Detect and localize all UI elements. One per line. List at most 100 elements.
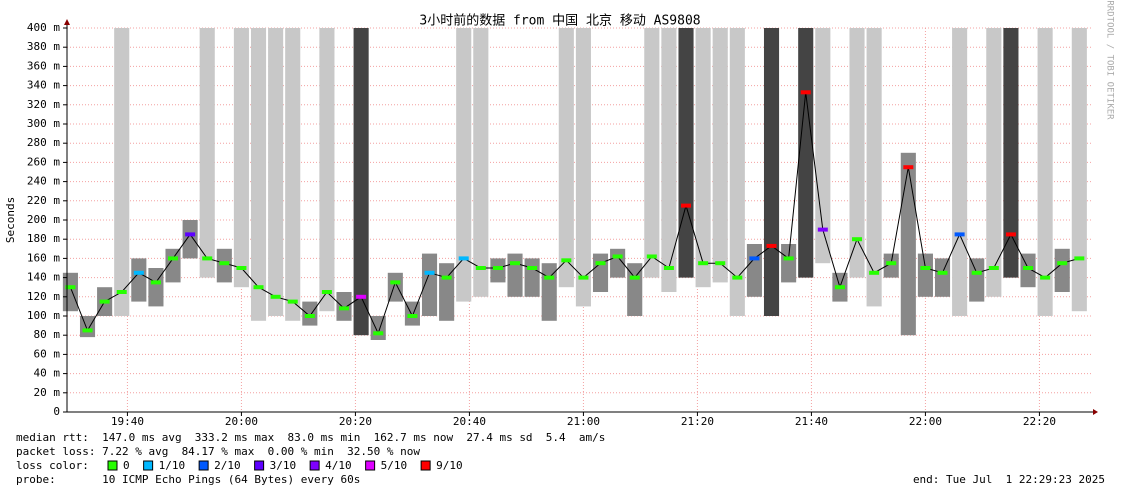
median-marker <box>1057 261 1068 266</box>
y-tick-label: 260 m <box>27 155 60 168</box>
smoke <box>866 28 882 307</box>
smoke <box>319 28 335 312</box>
median-marker <box>527 266 538 270</box>
legend-swatch <box>107 460 118 471</box>
smoke <box>507 253 523 297</box>
median-marker <box>903 165 914 170</box>
median-marker <box>715 261 726 266</box>
median-marker <box>817 227 828 232</box>
y-tick-label: 360 m <box>27 59 60 72</box>
median-marker <box>133 270 144 275</box>
median-marker <box>510 261 521 266</box>
smoke <box>900 152 916 336</box>
median-marker <box>698 261 709 266</box>
smoke <box>592 253 609 292</box>
median-marker <box>407 314 418 318</box>
median-marker <box>82 328 93 333</box>
median-marker <box>1074 256 1085 261</box>
median-marker <box>373 331 384 336</box>
median-marker <box>150 280 161 285</box>
legend-label: 3/10 <box>270 459 297 472</box>
median-marker <box>287 299 298 304</box>
smoke <box>695 28 711 288</box>
median-marker <box>612 254 623 259</box>
smoke <box>986 28 1002 297</box>
end-line: end: Tue Jul 1 22:29:23 2025 <box>913 473 1105 486</box>
median-marker <box>424 270 435 275</box>
median-marker <box>646 254 657 259</box>
median-marker <box>339 306 350 311</box>
legend-swatch <box>420 460 431 471</box>
smoke <box>815 28 831 264</box>
smoke <box>456 28 472 302</box>
median-marker <box>270 294 281 299</box>
smoke <box>199 28 215 278</box>
y-tick-label: 160 m <box>27 251 60 264</box>
median-marker <box>954 232 965 237</box>
median-marker <box>732 275 743 280</box>
smoke <box>678 28 694 278</box>
smoke <box>934 258 951 297</box>
x-arrow <box>1093 409 1098 415</box>
median-marker <box>663 266 674 270</box>
smoke <box>558 28 574 288</box>
median-marker <box>390 280 401 285</box>
median-marker <box>869 270 880 275</box>
median-marker <box>852 237 863 242</box>
smoke <box>781 244 797 283</box>
median-marker <box>356 294 367 299</box>
median-marker <box>561 258 572 263</box>
y-tick-label: 240 m <box>27 175 60 188</box>
median-marker <box>920 266 931 270</box>
smoke <box>62 272 78 312</box>
y-tick-label: 280 m <box>27 136 60 149</box>
legend-swatch <box>143 460 154 471</box>
median-marker <box>219 261 230 266</box>
smoke <box>114 28 130 316</box>
smoke <box>575 28 591 307</box>
smoke <box>421 253 438 316</box>
median-marker <box>441 275 452 280</box>
median-marker <box>834 285 845 290</box>
smoke <box>473 28 489 297</box>
smoke <box>233 28 249 288</box>
median-marker <box>304 314 315 318</box>
median-marker <box>65 285 76 290</box>
x-tick-label: 21:40 <box>795 415 828 428</box>
y-tick-label: 380 m <box>27 40 60 53</box>
side-label: RRDTOOL / TOBI OETIKER <box>1105 0 1115 120</box>
smoke <box>490 258 506 283</box>
probe-line: probe: 10 ICMP Echo Pings (64 Bytes) eve… <box>16 473 360 486</box>
legend-label: 9/10 <box>436 459 463 472</box>
y-tick-label: 80 m <box>34 328 61 341</box>
x-tick-label: 22:00 <box>909 415 942 428</box>
smoke <box>302 301 318 326</box>
median-marker <box>578 275 589 280</box>
y-tick-label: 20 m <box>34 386 61 399</box>
stats-line: median rtt: 147.0 ms avg 333.2 ms max 83… <box>16 431 605 444</box>
smoke <box>849 28 865 278</box>
median-marker <box>321 290 332 294</box>
y-tick-label: 340 m <box>27 79 60 92</box>
y-tick-label: 60 m <box>34 347 61 360</box>
median-marker <box>236 266 247 270</box>
median-marker <box>185 232 196 237</box>
y-tick-label: 300 m <box>27 117 60 130</box>
stats-line: packet loss: 7.22 % avg 84.17 % max 0.00… <box>16 445 420 458</box>
median-marker <box>458 256 469 261</box>
smoke <box>1003 28 1019 278</box>
legend: 0 1/10 2/10 3/10 4/10 5/10 9/10 <box>107 459 463 472</box>
y-tick-label: 200 m <box>27 213 60 226</box>
y-tick-label: 140 m <box>27 271 60 284</box>
median-marker <box>475 266 486 270</box>
smoke <box>353 28 369 336</box>
chart-title: 3小时前的数据 from 中国 北京 移动 AS9808 <box>419 13 700 29</box>
smoke <box>268 28 284 316</box>
median-marker <box>492 266 503 270</box>
median-marker <box>544 275 555 280</box>
median-marker <box>202 256 213 261</box>
median-marker <box>988 266 999 270</box>
smoke <box>1054 248 1070 292</box>
y-tick-label: 220 m <box>27 194 60 207</box>
median-marker <box>99 299 110 304</box>
